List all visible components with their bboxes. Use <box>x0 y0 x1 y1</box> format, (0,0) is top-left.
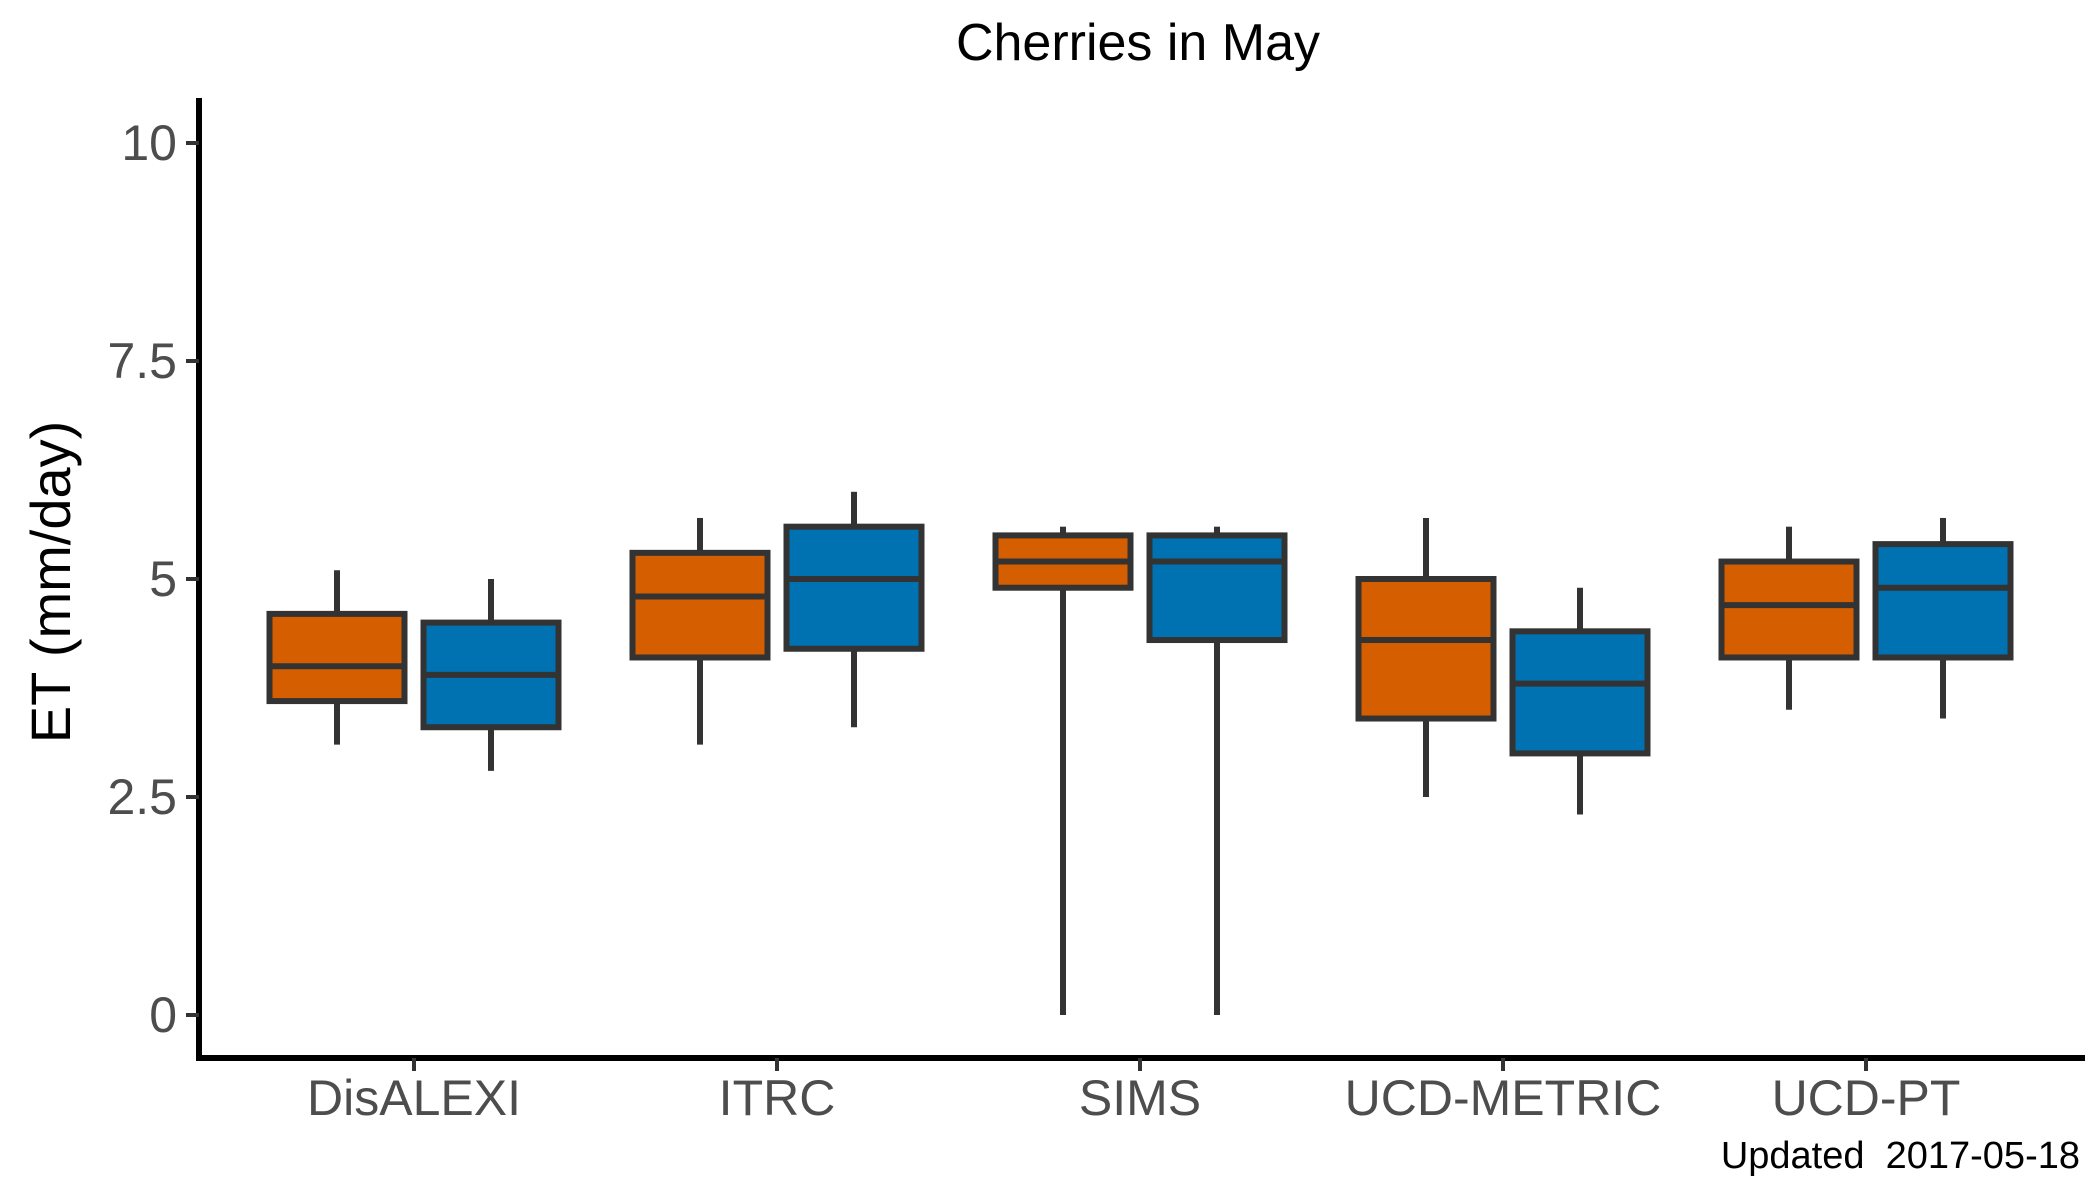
x-tick-label: ITRC <box>719 1070 836 1126</box>
y-tick-label: 2.5 <box>107 769 177 825</box>
y-tick-label: 10 <box>121 115 177 171</box>
y-tick-label: 7.5 <box>107 333 177 389</box>
box-sims <box>992 526 1134 1015</box>
box-iqr <box>1146 532 1288 644</box>
x-tick-label: SIMS <box>1079 1070 1201 1126</box>
box-iqr <box>1872 541 2014 661</box>
y-ticks: 0 2.5 5 7.5 10 <box>107 115 199 1043</box>
updated-caption: Updated 2017-05-18 <box>1721 1135 2080 1177</box>
box-ucd-pt <box>1718 526 1860 710</box>
box-iqr <box>1509 628 1651 757</box>
x-ticks: DisALEXI ITRC SIMS UCD-METRIC UCD-PT <box>307 1058 1960 1126</box>
box-ucd-metric <box>1355 517 1497 797</box>
box-sims <box>1146 526 1288 1015</box>
box-iqr <box>1718 558 1860 661</box>
box-iqr <box>629 549 771 661</box>
box-iqr <box>266 610 408 705</box>
x-tick-label: UCD-PT <box>1772 1070 1961 1126</box>
box-ucd-metric <box>1509 587 1651 815</box>
box-iqr <box>783 523 925 652</box>
box-iqr <box>1355 576 1497 722</box>
chart-title: Cherries in May <box>956 14 1320 72</box>
x-tick-label: DisALEXI <box>307 1070 521 1126</box>
box-series <box>266 491 2014 1015</box>
y-tick-label: 5 <box>149 551 177 607</box>
box-disalexi <box>420 579 562 771</box>
box-itrc <box>629 517 771 745</box>
series-0 <box>266 517 1860 1015</box>
box-ucd-pt <box>1872 517 2014 719</box>
box-disalexi <box>266 570 408 745</box>
y-tick-label: 0 <box>149 987 177 1043</box>
x-tick-label: UCD-METRIC <box>1345 1070 1662 1126</box>
series-1 <box>420 491 2014 1015</box>
box-itrc <box>783 491 925 728</box>
y-axis-label: ET (mm/day) <box>19 421 82 744</box>
